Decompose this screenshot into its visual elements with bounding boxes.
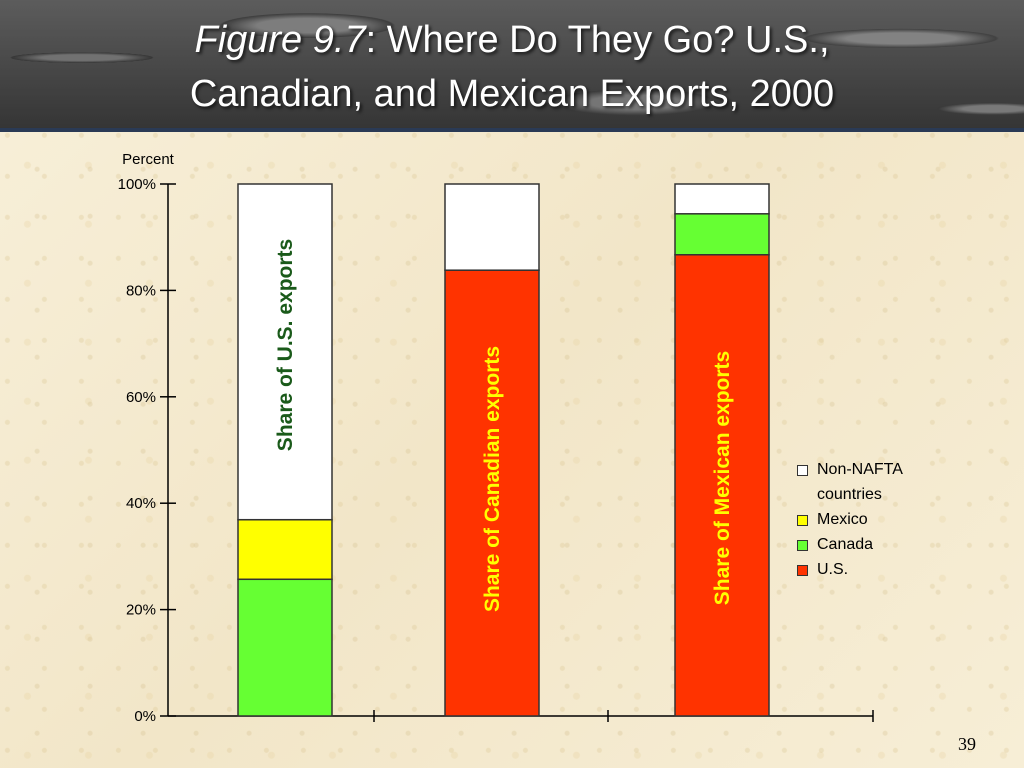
bar-segment <box>674 213 770 256</box>
legend-label: Mexico <box>817 511 868 528</box>
legend-label: Canada <box>817 536 874 553</box>
bar-category-label: Share of U.S. exports <box>274 239 297 451</box>
y-tick-label: 20% <box>126 602 156 619</box>
legend-swatch <box>797 540 808 551</box>
legend-label: U.S. <box>817 561 849 578</box>
legend-item: U.S. <box>797 557 937 582</box>
slide-header: Figure 9.7: Where Do They Go? U.S., Cana… <box>0 0 1024 132</box>
legend-swatch <box>797 565 808 576</box>
y-tick-label: 60% <box>126 389 156 406</box>
bar-segment <box>444 183 540 271</box>
legend-swatch <box>797 465 808 476</box>
bar-segment <box>237 183 333 521</box>
slide-title-line2: Canadian, and Mexican Exports, 2000 <box>189 73 835 115</box>
bar-segment <box>237 578 333 717</box>
legend-item: Canada <box>797 532 937 557</box>
y-tick-label: 100% <box>118 176 156 193</box>
legend-item: Mexico <box>797 507 937 532</box>
bar-segment <box>444 269 540 717</box>
slide-title-line1: Figure 9.7: Where Do They Go? U.S., <box>0 16 1024 64</box>
title-line1-text: : Where Do They Go? U.S., <box>365 19 830 61</box>
legend-label: Non-NAFTA countries <box>817 461 903 503</box>
legend-item: Non-NAFTA countries <box>797 457 937 507</box>
header-shade <box>0 0 1024 128</box>
y-tick-label: 40% <box>126 495 156 512</box>
legend-swatch <box>797 515 808 526</box>
figure-label: Figure 9.7 <box>194 19 366 61</box>
y-tick-label: 0% <box>134 708 156 725</box>
chart-legend: Non-NAFTA countries Mexico Canada U.S. <box>797 457 937 582</box>
bar-category-label: Share of Canadian exports <box>481 346 504 612</box>
y-tick-label: 80% <box>126 282 156 299</box>
y-axis-title: Percent <box>122 151 175 168</box>
bar-segment <box>674 183 770 215</box>
page-number: 39 <box>958 734 976 754</box>
bar-category-label: Share of Mexican exports <box>711 351 734 605</box>
bar-segment <box>237 518 333 581</box>
